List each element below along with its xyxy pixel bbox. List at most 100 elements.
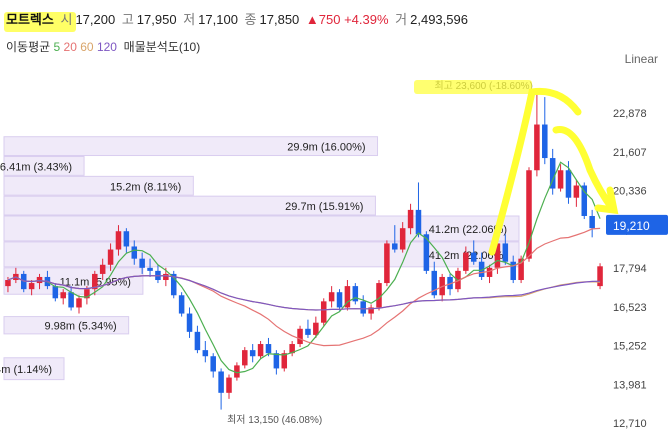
candle-body [565, 170, 572, 198]
candle-body [352, 286, 359, 302]
y-tick-label: 21,607 [613, 147, 647, 159]
candle-body [344, 286, 351, 308]
volume-profile-label: 29.7m (15.91%) [285, 201, 363, 213]
volume-profile-bar [3, 156, 85, 176]
candle-body [447, 276, 453, 290]
candle-body [376, 283, 382, 308]
annotation-arrow-down [552, 126, 619, 215]
candle-body [257, 344, 264, 357]
candle-body [478, 261, 485, 277]
ma5-line [7, 161, 601, 374]
volume-profile-label: 15.2m (8.11%) [110, 181, 181, 193]
volume-profile-label: 9.98m (5.34%) [45, 321, 117, 333]
candle-body [52, 286, 59, 299]
candle-body [549, 158, 556, 189]
close-label: 종 [244, 12, 257, 27]
candle-body [526, 170, 532, 259]
candle-body [392, 243, 398, 250]
candle-body [510, 261, 516, 281]
candle-body [202, 350, 209, 357]
candle-body [265, 344, 272, 354]
ma120-label: 120 [96, 40, 117, 54]
high-value: 17,950 [136, 12, 177, 27]
candle-body [320, 301, 327, 323]
volume-profile-label: 2.14m (1.14%) [0, 364, 52, 376]
ma-legend-label[interactable]: 이동평균 [6, 40, 51, 54]
min-price-label: 최저 13,150 (46.08%) [227, 414, 322, 426]
y-tick-label: 22,878 [613, 108, 647, 120]
volume-profile-label: 6.41m (3.43%) [0, 161, 72, 173]
ma60-label: 60 [80, 40, 94, 54]
candle-body [218, 371, 224, 393]
candle-body [581, 185, 588, 216]
candle-body [170, 273, 177, 296]
close-value: 17,850 [259, 12, 300, 27]
candle-body [518, 258, 524, 281]
candle-body [305, 328, 311, 335]
open-label: 시 [60, 12, 73, 27]
candle-body [289, 344, 295, 354]
candle-body [68, 292, 74, 308]
candle-body [407, 209, 414, 229]
candle-body [597, 266, 603, 287]
candle-body [486, 267, 493, 277]
stock-name-highlight [4, 12, 76, 32]
candle-body [131, 246, 138, 259]
candle-body [210, 356, 216, 372]
candle-body [297, 328, 303, 345]
candle-body [281, 353, 288, 369]
volume-profile-bar [3, 316, 130, 335]
ma-legend: 이동평균 5 20 60 120 매물분석도(10) [6, 38, 200, 55]
candle-body [139, 258, 145, 268]
y-tick-label: 12,710 [613, 418, 647, 430]
candle-body [423, 234, 430, 271]
candle-body [573, 185, 580, 198]
high-label: 고 [121, 12, 134, 27]
candle-body [368, 307, 374, 314]
volume-label: 거 [395, 12, 408, 27]
volume-profile-label[interactable]: 매물분석도(10) [123, 40, 201, 54]
candle-body [194, 331, 201, 351]
candle-body [589, 215, 595, 229]
y-tick-label: 15,252 [613, 341, 647, 353]
volume-profile-label: 29.9m (16.00%) [287, 142, 365, 154]
candle-body [360, 301, 366, 314]
candle-body [60, 292, 66, 299]
y-tick-label: 17,794 [613, 263, 647, 275]
volume-profile-label: 41.2m (22.06%) [429, 224, 507, 236]
candle-body [84, 289, 90, 299]
candle-body [242, 350, 248, 366]
candle-body [328, 292, 335, 302]
volume-profile-bar [3, 357, 65, 381]
volume-profile-bar [3, 175, 194, 196]
candle-body [542, 124, 548, 159]
y-tick-label: 13,981 [613, 379, 647, 391]
stock-name[interactable]: 모트렉스 [6, 12, 54, 27]
stock-header: 모트렉스 시 17,200 고 17,950 저 17,100 종 17,850 ▲75… [0, 0, 670, 54]
y-tick-label: 20,336 [613, 186, 647, 198]
candle-body [92, 273, 98, 290]
candle-body [234, 365, 240, 378]
quote-summary: 모트렉스 시 17,200 고 17,950 저 17,100 종 17,850 ▲75… [6, 9, 471, 28]
volume-profile: 29.9m (16.00%) 6.41m (3.43%) 15.2m (8.11%)… [0, 136, 520, 381]
max-label-highlight [414, 80, 532, 94]
candle-body [502, 243, 509, 262]
candle-body [99, 264, 106, 274]
candle-body [415, 209, 422, 235]
volume-profile-bar [3, 195, 376, 216]
candle-body [123, 231, 130, 247]
y-tick-label: 16,523 [613, 302, 647, 314]
candle-body [115, 231, 122, 250]
candle-body [336, 292, 343, 308]
volume-profile-bar [3, 136, 379, 157]
candle-body [226, 377, 232, 393]
candle-body [249, 350, 256, 357]
candle-body [384, 243, 390, 284]
ma5-label: 5 [53, 40, 61, 54]
scale-mode[interactable]: Linear [624, 52, 658, 66]
candle-body [107, 249, 114, 265]
candle-body [178, 295, 185, 314]
candle-body [186, 313, 193, 332]
change-value: ▲750 +4.39% [305, 12, 389, 27]
